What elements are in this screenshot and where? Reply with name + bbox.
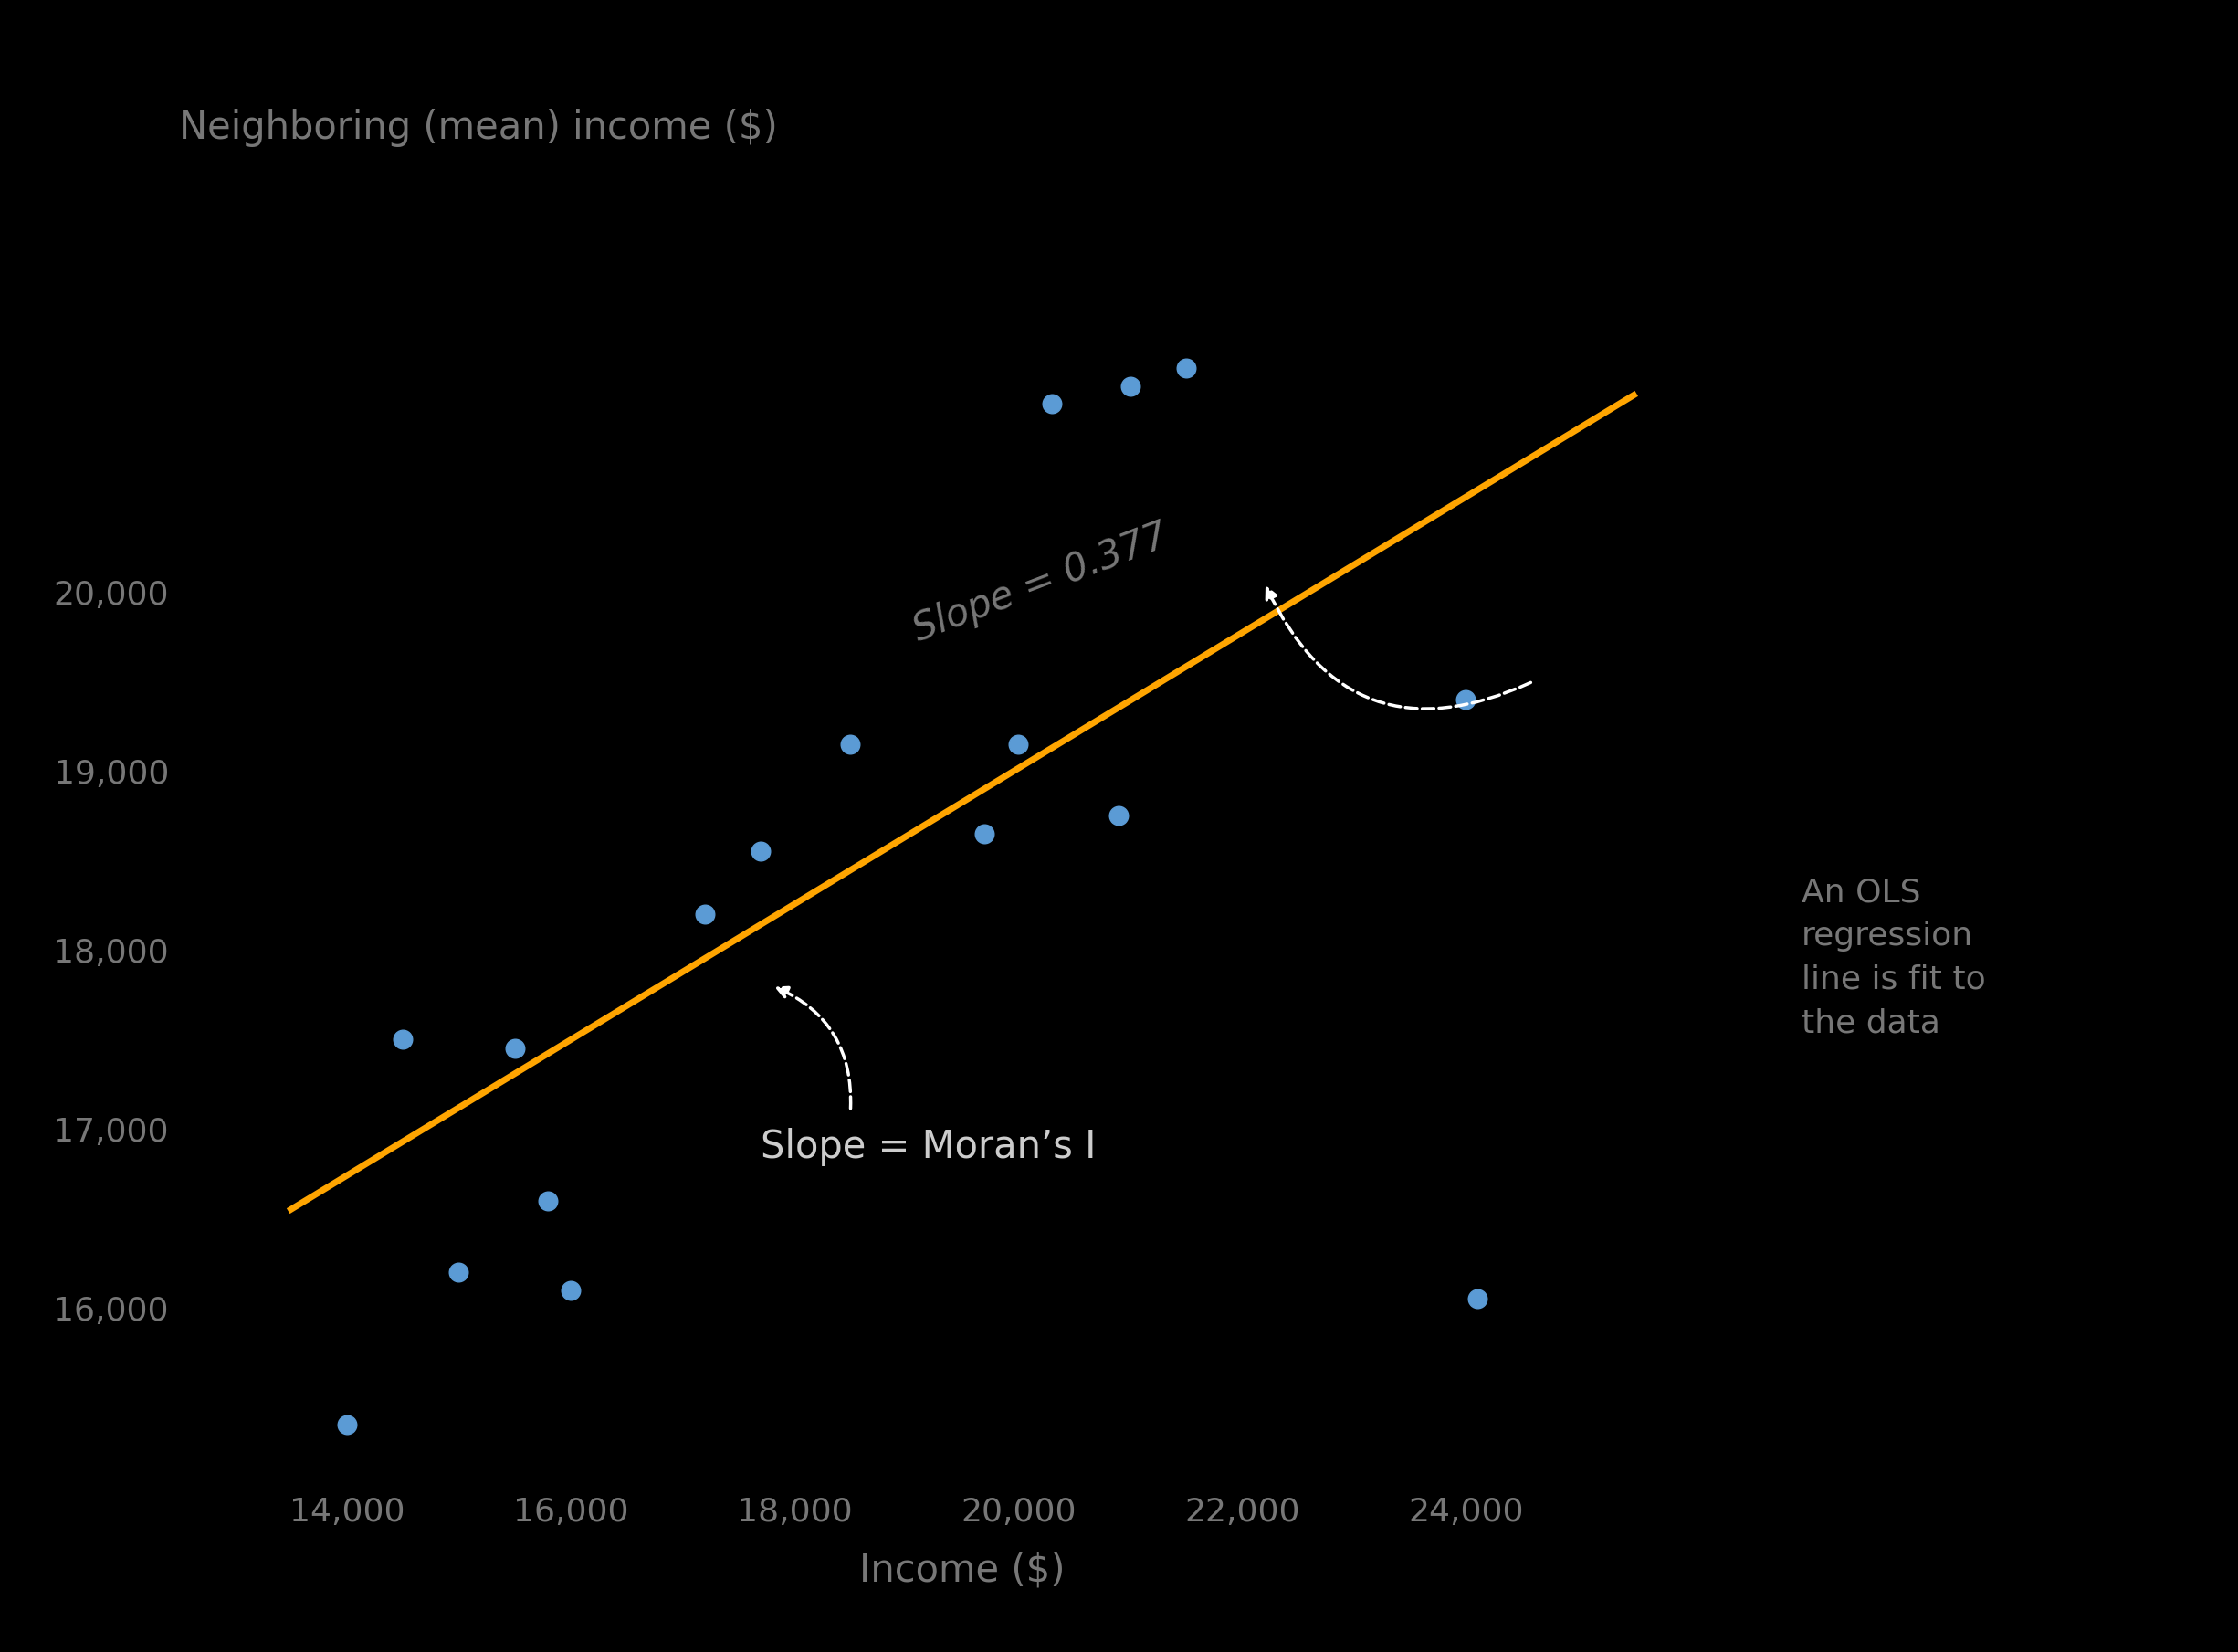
Point [530,1188,566,1214]
Point [441,1259,477,1285]
Point [1034,392,1070,418]
Point [833,730,868,757]
Point [687,900,723,927]
Point [743,838,779,864]
Text: Slope = 0.377: Slope = 0.377 [909,517,1173,649]
Point [1000,730,1036,757]
Point [1448,686,1484,712]
Point [1101,803,1137,829]
Point [967,821,1003,847]
Point [497,1036,533,1062]
Text: Neighboring (mean) income ($): Neighboring (mean) income ($) [179,109,779,147]
Point [329,1411,365,1437]
X-axis label: Income ($): Income ($) [859,1551,1065,1589]
Point [553,1277,589,1303]
Point [385,1026,421,1052]
Point [1459,1285,1495,1312]
Point [1168,355,1204,382]
Text: An OLS
regression
line is fit to
the data: An OLS regression line is fit to the dat… [1802,877,1985,1039]
Text: Slope = Moran’s I: Slope = Moran’s I [761,1128,1097,1166]
Point [1112,373,1148,400]
